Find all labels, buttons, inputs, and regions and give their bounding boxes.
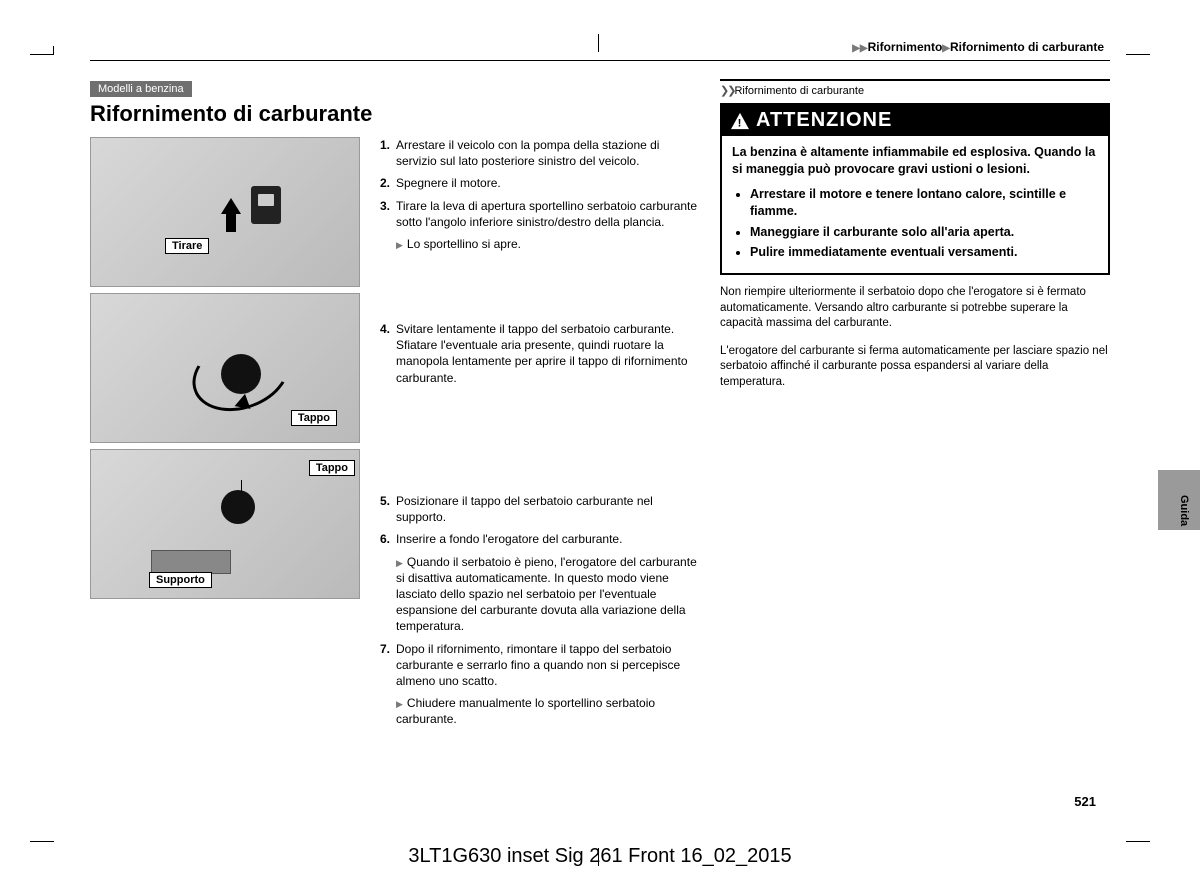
step-list-1: 1.Arrestare il veicolo con la pompa dell… bbox=[380, 137, 700, 230]
step-6: Inserire a fondo l'erogatore del carbura… bbox=[396, 531, 700, 547]
figure-cap-holder: Tappo Supporto bbox=[90, 449, 360, 599]
step-4: Svitare lentamente il tappo del serbatoi… bbox=[396, 321, 700, 386]
warning-title: ! ATTENZIONE bbox=[722, 105, 1108, 136]
step-3-sub: Lo sportellino si apre. bbox=[380, 236, 700, 252]
section-tab-label: Guida bbox=[1178, 495, 1190, 526]
page-number: 521 bbox=[1074, 794, 1096, 809]
warning-box: ! ATTENZIONE La benzina è altamente infi… bbox=[720, 103, 1110, 275]
breadcrumb-part2: Rifornimento di carburante bbox=[950, 40, 1104, 54]
figure-label-supporto: Supporto bbox=[149, 572, 212, 588]
step-3: Tirare la leva di apertura sportellino s… bbox=[396, 198, 700, 230]
warning-item-2: Maneggiare il carburante solo all'aria a… bbox=[750, 224, 1098, 241]
note-paragraph-1: Non riempire ulteriormente il serbatoio … bbox=[720, 285, 1110, 332]
warning-intro: La benzina è altamente infiammabile ed e… bbox=[732, 144, 1098, 178]
step-list-3: 5.Posizionare il tappo del serbatoio car… bbox=[380, 493, 700, 548]
sidebar-header-text: Rifornimento di carburante bbox=[734, 85, 864, 97]
warning-title-text: ATTENZIONE bbox=[756, 109, 892, 132]
figure-lever: Tirare bbox=[90, 137, 360, 287]
sidebar-header: ❯❯Rifornimento di carburante bbox=[720, 79, 1110, 103]
step-list-2: 4.Svitare lentamente il tappo del serbat… bbox=[380, 321, 700, 386]
model-badge: Modelli a benzina bbox=[90, 81, 192, 97]
breadcrumb: ▶▶Rifornimento▶Rifornimento di carburant… bbox=[90, 40, 1110, 54]
warning-item-1: Arrestare il motore e tenere lontano cal… bbox=[750, 186, 1098, 220]
warning-item-3: Pulire immediatamente eventuali versamen… bbox=[750, 244, 1098, 261]
note-paragraph-2: L'erogatore del carburante si ferma auto… bbox=[720, 344, 1110, 391]
step-7-sub: Chiudere manualmente lo sportellino serb… bbox=[380, 695, 700, 727]
step-2: Spegnere il motore. bbox=[396, 175, 700, 191]
figure-label-tirare: Tirare bbox=[165, 238, 209, 254]
warning-list: Arrestare il motore e tenere lontano cal… bbox=[732, 186, 1098, 262]
warning-icon: ! bbox=[730, 112, 750, 130]
step-list-3b: 7.Dopo il rifornimento, rimontare il tap… bbox=[380, 641, 700, 690]
step-6-sub: Quando il serbatoio è pieno, l'erogatore… bbox=[380, 554, 700, 635]
sidebar-marker-icon: ❯❯ bbox=[720, 85, 734, 97]
section-title: Rifornimento di carburante bbox=[90, 101, 700, 127]
header-rule bbox=[90, 60, 1110, 61]
figure-label-tappo: Tappo bbox=[291, 410, 337, 426]
step-7: Dopo il rifornimento, rimontare il tappo… bbox=[396, 641, 700, 690]
footer-code: 3LT1G630 inset Sig 261 Front 16_02_2015 bbox=[0, 845, 1200, 868]
svg-text:!: ! bbox=[738, 117, 743, 129]
breadcrumb-part1: Rifornimento bbox=[868, 40, 943, 54]
figure-cap-turn: Tappo bbox=[90, 293, 360, 443]
figure-label-tappo2: Tappo bbox=[309, 460, 355, 476]
step-1: Arrestare il veicolo con la pompa della … bbox=[396, 137, 700, 169]
breadcrumb-sep: ▶▶ bbox=[852, 43, 867, 54]
step-5: Posizionare il tappo del serbatoio carbu… bbox=[396, 493, 700, 525]
breadcrumb-sep2: ▶ bbox=[942, 43, 950, 54]
